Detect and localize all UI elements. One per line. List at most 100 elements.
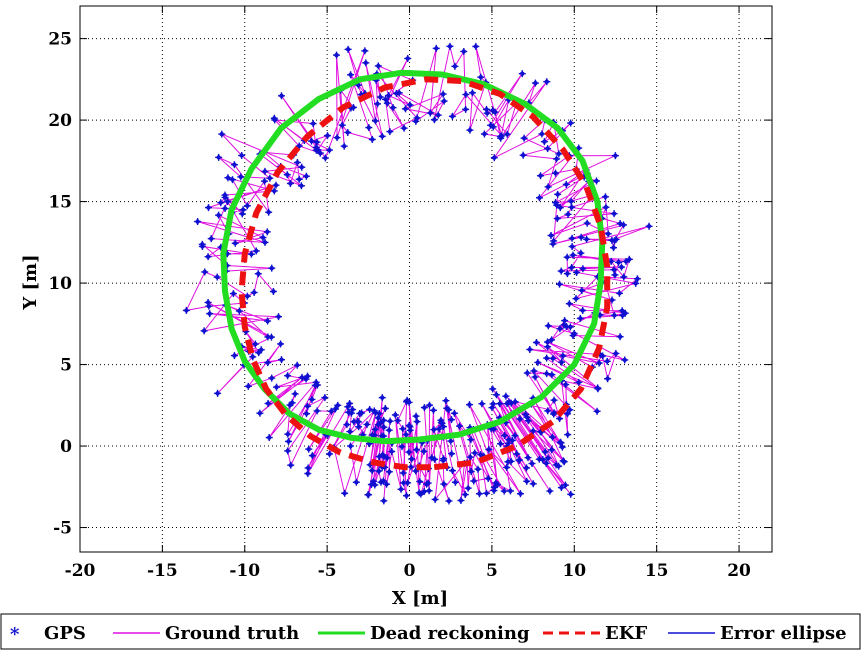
gps-point xyxy=(205,204,213,212)
gps-point xyxy=(215,153,223,161)
gps-point xyxy=(383,480,391,488)
gps-point xyxy=(338,121,346,129)
gps-point xyxy=(434,111,442,119)
gps-point xyxy=(237,173,245,181)
gps-point xyxy=(474,465,482,473)
gps-point xyxy=(456,422,464,430)
gps-point xyxy=(214,389,222,397)
gps-point xyxy=(543,370,551,378)
gps-point xyxy=(333,134,341,142)
gps-point xyxy=(557,484,565,492)
gps-point xyxy=(278,356,286,364)
gps-point xyxy=(556,415,564,423)
y-tick-label: 20 xyxy=(48,111,72,131)
gps-point xyxy=(408,455,416,463)
gps-point xyxy=(570,329,578,337)
gps-point xyxy=(268,374,276,382)
gps-point xyxy=(182,306,190,314)
gps-point xyxy=(413,114,421,122)
gps-point xyxy=(313,407,321,415)
gps-point xyxy=(451,478,459,486)
gps-point xyxy=(616,333,624,341)
gps-point xyxy=(548,336,556,344)
gps-point xyxy=(264,399,272,407)
x-tick-label: 15 xyxy=(645,561,669,581)
gps-point xyxy=(341,489,349,497)
gps-point xyxy=(487,121,495,129)
gps-point xyxy=(507,457,515,465)
gps-point xyxy=(483,489,491,497)
gps-point xyxy=(429,406,437,414)
gps-point xyxy=(402,492,410,500)
gps-point xyxy=(435,425,443,433)
gps-point xyxy=(563,253,571,261)
gps-point xyxy=(398,443,406,451)
plot-frame xyxy=(79,5,773,553)
gps-point xyxy=(268,264,276,272)
gps-point xyxy=(204,253,212,261)
gps-point xyxy=(230,352,238,360)
gps-point xyxy=(385,426,393,434)
gps-point xyxy=(566,406,574,414)
gps-point xyxy=(383,99,391,107)
gps-point xyxy=(529,427,537,435)
gps-point xyxy=(442,397,450,405)
gps-point xyxy=(201,268,209,276)
gps-point xyxy=(388,448,396,456)
gps-point xyxy=(265,208,273,216)
gps-point xyxy=(430,426,438,434)
gps-point xyxy=(440,480,448,488)
gps-point xyxy=(549,354,557,362)
gps-point xyxy=(645,222,653,230)
gps-point xyxy=(448,467,456,475)
gps-point xyxy=(544,343,552,351)
gps-point xyxy=(368,135,376,143)
gps-point xyxy=(375,453,383,461)
gps-point xyxy=(548,371,556,379)
gps-point xyxy=(563,270,571,278)
gps-point xyxy=(611,152,619,160)
gps-point xyxy=(423,480,431,488)
gps-point xyxy=(224,174,232,182)
gps-point xyxy=(503,130,511,138)
gps-point xyxy=(358,409,366,417)
gps-point xyxy=(468,89,476,97)
gps-point xyxy=(550,396,558,404)
gps-point xyxy=(304,464,312,472)
gps-point xyxy=(439,90,447,98)
gps-point xyxy=(516,415,524,423)
gps-point xyxy=(308,452,316,460)
gps-point xyxy=(229,290,237,298)
gps-point xyxy=(555,150,563,158)
gps-point xyxy=(544,454,552,462)
gps-point xyxy=(371,431,379,439)
gps-point xyxy=(284,447,292,455)
gps-point xyxy=(500,487,508,495)
gps-point xyxy=(535,194,543,202)
gps-point xyxy=(344,128,352,136)
gps-point xyxy=(604,375,612,383)
gps-point xyxy=(490,425,498,433)
gps-point xyxy=(567,197,575,205)
gps-point xyxy=(412,412,420,420)
gps-point xyxy=(567,119,575,127)
x-tick-label: -15 xyxy=(147,561,178,581)
gps-point xyxy=(503,463,511,471)
gps-point xyxy=(461,491,469,499)
gps-point xyxy=(283,171,291,179)
gps-point xyxy=(420,404,428,412)
gps-point xyxy=(343,421,351,429)
gps-point xyxy=(457,496,465,504)
gps-point xyxy=(378,132,386,140)
gps-point xyxy=(564,210,572,218)
gps-point xyxy=(432,44,440,52)
gps-point xyxy=(548,433,556,441)
gps-point xyxy=(472,42,480,50)
gps-point xyxy=(579,265,587,273)
ekf-series xyxy=(238,76,611,471)
gps-point xyxy=(354,81,362,89)
gps-point xyxy=(551,169,559,177)
gps-point xyxy=(385,468,393,476)
ekf-line xyxy=(238,76,611,471)
gps-point xyxy=(633,275,641,283)
